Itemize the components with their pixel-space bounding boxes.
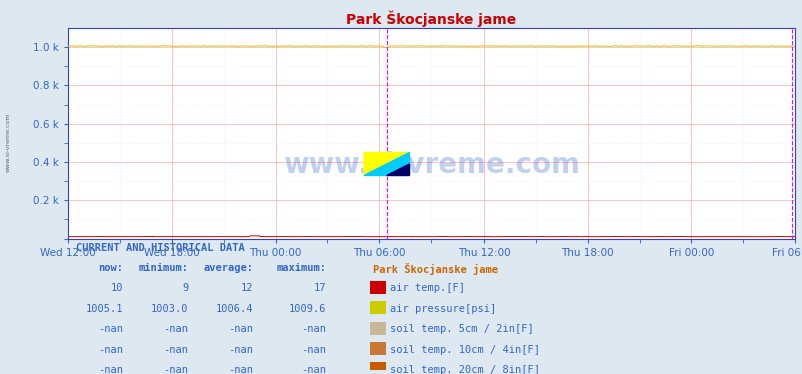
Polygon shape (387, 164, 409, 175)
Polygon shape (363, 153, 409, 175)
Text: -nan: -nan (98, 324, 123, 334)
Text: -nan: -nan (301, 344, 326, 355)
Text: maximum:: maximum: (276, 263, 326, 273)
FancyBboxPatch shape (370, 301, 385, 314)
Text: air temp.[F]: air temp.[F] (390, 283, 464, 293)
Text: soil temp. 10cm / 4in[F]: soil temp. 10cm / 4in[F] (390, 344, 540, 355)
Text: soil temp. 20cm / 8in[F]: soil temp. 20cm / 8in[F] (390, 365, 540, 374)
Text: -nan: -nan (229, 344, 253, 355)
Text: average:: average: (204, 263, 253, 273)
FancyBboxPatch shape (370, 322, 385, 335)
FancyBboxPatch shape (370, 342, 385, 355)
Text: -nan: -nan (163, 344, 188, 355)
Text: -nan: -nan (229, 365, 253, 374)
Text: www.si-vreme.com: www.si-vreme.com (283, 151, 579, 179)
FancyBboxPatch shape (370, 362, 385, 374)
Text: now:: now: (98, 263, 123, 273)
Text: -nan: -nan (301, 324, 326, 334)
Text: 1009.6: 1009.6 (289, 304, 326, 314)
Text: 1006.4: 1006.4 (216, 304, 253, 314)
Text: 1003.0: 1003.0 (151, 304, 188, 314)
Text: 1005.1: 1005.1 (85, 304, 123, 314)
Text: 9: 9 (182, 283, 188, 293)
Text: 10: 10 (110, 283, 123, 293)
Text: -nan: -nan (98, 365, 123, 374)
Text: 17: 17 (314, 283, 326, 293)
Text: -nan: -nan (301, 365, 326, 374)
Polygon shape (363, 153, 409, 175)
Text: air pressure[psi]: air pressure[psi] (390, 304, 496, 314)
Text: www.si-vreme.com: www.si-vreme.com (6, 112, 10, 172)
Text: minimum:: minimum: (138, 263, 188, 273)
Text: -nan: -nan (163, 324, 188, 334)
Text: Park Škocjanske jame: Park Škocjanske jame (373, 263, 498, 275)
Text: -nan: -nan (163, 365, 188, 374)
Text: 12: 12 (241, 283, 253, 293)
Text: -nan: -nan (229, 324, 253, 334)
Text: -nan: -nan (98, 344, 123, 355)
Text: soil temp. 5cm / 2in[F]: soil temp. 5cm / 2in[F] (390, 324, 533, 334)
Title: Park Škocjanske jame: Park Škocjanske jame (346, 10, 516, 27)
Text: CURRENT AND HISTORICAL DATA: CURRENT AND HISTORICAL DATA (75, 243, 244, 252)
FancyBboxPatch shape (370, 281, 385, 294)
